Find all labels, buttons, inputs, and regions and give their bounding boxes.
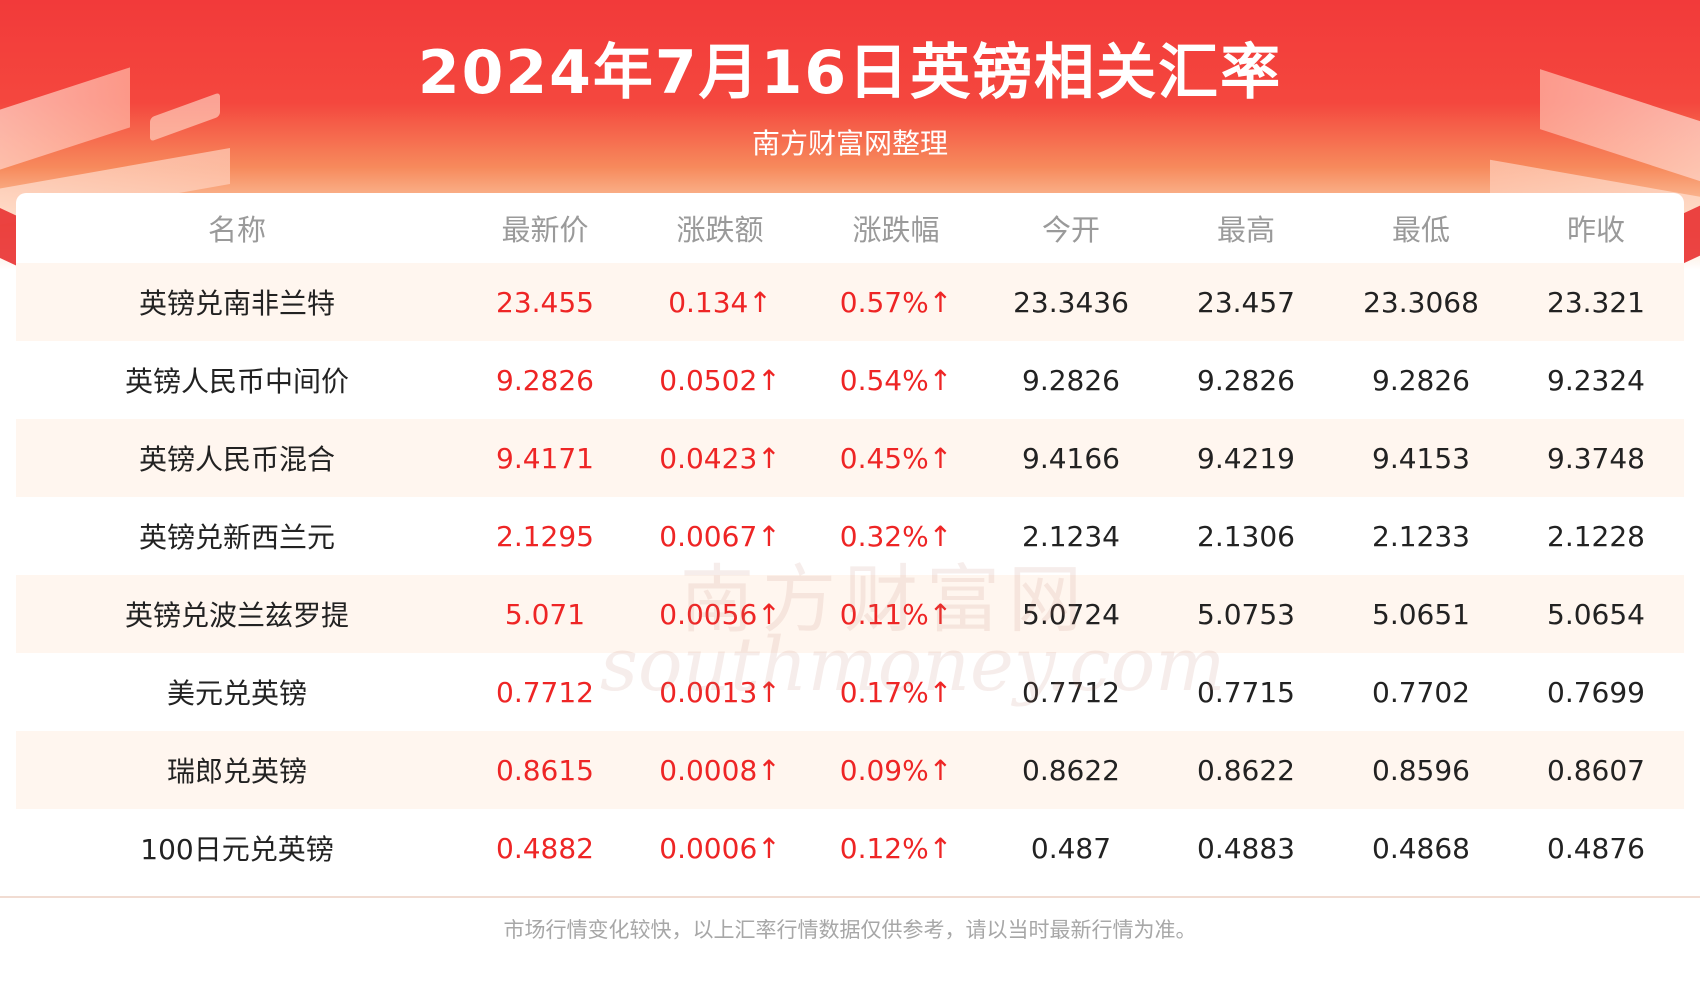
row-change: 0.0067↑ (659, 519, 781, 553)
row-high: 9.2826 (1197, 363, 1295, 397)
row-latest: 0.4882 (496, 831, 594, 865)
row-latest: 23.455 (496, 285, 594, 319)
row-low: 0.7702 (1372, 675, 1470, 709)
row-open: 2.1234 (1022, 519, 1120, 553)
table-row: 100日元兑英镑 0.4882 0.0006↑ 0.12%↑ 0.487 0.4… (16, 809, 1684, 887)
row-high: 0.7715 (1197, 675, 1295, 709)
row-open: 23.3436 (1013, 285, 1129, 319)
column-header-change: 涨跌额 (676, 213, 764, 247)
row-open: 9.2826 (1022, 363, 1120, 397)
table-header-row: 名称 最新价 涨跌额 涨跌幅 今开 最高 最低 昨收 (16, 193, 1684, 263)
row-change-pct: 0.11%↑ (839, 597, 953, 631)
row-change-pct: 0.12%↑ (839, 831, 953, 865)
row-name: 瑞郎兑英镑 (166, 755, 307, 788)
row-prev-close: 0.8607 (1547, 753, 1645, 787)
disclaimer-note: 市场行情变化较快，以上汇率行情数据仅供参考，请以当时最新行情为准。 (503, 918, 1197, 942)
row-prev-close: 0.4876 (1547, 831, 1645, 865)
row-low: 0.4868 (1372, 831, 1470, 865)
column-header-change-pct: 涨跌幅 (852, 213, 940, 247)
row-open: 5.0724 (1022, 597, 1120, 631)
row-change: 0.134↑ (668, 285, 772, 319)
column-header-name: 名称 (207, 213, 266, 247)
row-low: 9.2826 (1372, 363, 1470, 397)
row-latest: 9.2826 (496, 363, 594, 397)
row-change: 0.0502↑ (659, 363, 781, 397)
row-name: 英镑兑南非兰特 (138, 287, 335, 320)
row-prev-close: 5.0654 (1547, 597, 1645, 631)
row-change-pct: 0.54%↑ (839, 363, 953, 397)
row-open: 0.8622 (1022, 753, 1120, 787)
row-high: 0.4883 (1197, 831, 1295, 865)
row-name: 英镑人民币混合 (138, 443, 335, 476)
table-row: 英镑人民币混合 9.4171 0.0423↑ 0.45%↑ 9.4166 9.4… (16, 419, 1684, 497)
row-latest: 2.1295 (496, 519, 594, 553)
column-header-open: 今开 (1041, 213, 1100, 247)
row-change: 0.0013↑ (659, 675, 781, 709)
column-header-prev-close: 昨收 (1566, 213, 1625, 247)
row-prev-close: 0.7699 (1547, 675, 1645, 709)
row-high: 2.1306 (1197, 519, 1295, 553)
row-open: 9.4166 (1022, 441, 1120, 475)
row-latest: 9.4171 (496, 441, 594, 475)
row-prev-close: 9.3748 (1547, 441, 1645, 475)
rates-table: 名称 最新价 涨跌额 涨跌幅 今开 最高 最低 昨收 英镑兑南非兰特 23.45… (16, 193, 1684, 887)
row-low: 9.4153 (1372, 441, 1470, 475)
table-row: 瑞郎兑英镑 0.8615 0.0008↑ 0.09%↑ 0.8622 0.862… (16, 731, 1684, 809)
table-row: 英镑兑南非兰特 23.455 0.134↑ 0.57%↑ 23.3436 23.… (16, 263, 1684, 341)
table-row: 英镑兑新西兰元 2.1295 0.0067↑ 0.32%↑ 2.1234 2.1… (16, 497, 1684, 575)
row-latest: 0.7712 (496, 675, 594, 709)
row-change-pct: 0.09%↑ (839, 753, 953, 787)
column-header-high: 最高 (1216, 213, 1275, 247)
page-title: 2024年7月16日英镑相关汇率 (417, 38, 1283, 108)
row-low: 5.0651 (1372, 597, 1470, 631)
row-name: 美元兑英镑 (166, 677, 307, 710)
row-change-pct: 0.57%↑ (839, 285, 953, 319)
page-subtitle: 南方财富网整理 (751, 127, 948, 160)
row-name: 100日元兑英镑 (140, 833, 334, 866)
row-open: 0.487 (1030, 831, 1112, 865)
table-row: 英镑人民币中间价 9.2826 0.0502↑ 0.54%↑ 9.2826 9.… (16, 341, 1684, 419)
rates-card: 名称 最新价 涨跌额 涨跌幅 今开 最高 最低 昨收 英镑兑南非兰特 23.45… (16, 193, 1684, 895)
row-prev-close: 9.2324 (1547, 363, 1645, 397)
row-name: 英镑兑波兰兹罗提 (124, 599, 349, 632)
row-name: 英镑兑新西兰元 (138, 521, 335, 554)
row-change-pct: 0.45%↑ (839, 441, 953, 475)
row-high: 9.4219 (1197, 441, 1295, 475)
row-name: 英镑人民币中间价 (124, 365, 349, 398)
row-change-pct: 0.17%↑ (839, 675, 953, 709)
row-change-pct: 0.32%↑ (839, 519, 953, 553)
column-header-low: 最低 (1391, 213, 1450, 247)
row-change: 0.0008↑ (659, 753, 781, 787)
row-low: 23.3068 (1363, 285, 1479, 319)
row-change: 0.0056↑ (659, 597, 781, 631)
row-high: 23.457 (1197, 285, 1295, 319)
row-change: 0.0006↑ (659, 831, 781, 865)
footer-divider (0, 896, 1700, 898)
row-high: 5.0753 (1197, 597, 1295, 631)
row-latest: 0.8615 (496, 753, 594, 787)
row-low: 0.8596 (1372, 753, 1470, 787)
column-header-latest: 最新价 (501, 213, 589, 247)
row-prev-close: 2.1228 (1547, 519, 1645, 553)
row-open: 0.7712 (1022, 675, 1120, 709)
row-low: 2.1233 (1372, 519, 1470, 553)
table-row: 英镑兑波兰兹罗提 5.071 0.0056↑ 0.11%↑ 5.0724 5.0… (16, 575, 1684, 653)
row-prev-close: 23.321 (1547, 285, 1645, 319)
row-change: 0.0423↑ (659, 441, 781, 475)
row-latest: 5.071 (504, 597, 586, 631)
table-row: 美元兑英镑 0.7712 0.0013↑ 0.17%↑ 0.7712 0.771… (16, 653, 1684, 731)
row-high: 0.8622 (1197, 753, 1295, 787)
